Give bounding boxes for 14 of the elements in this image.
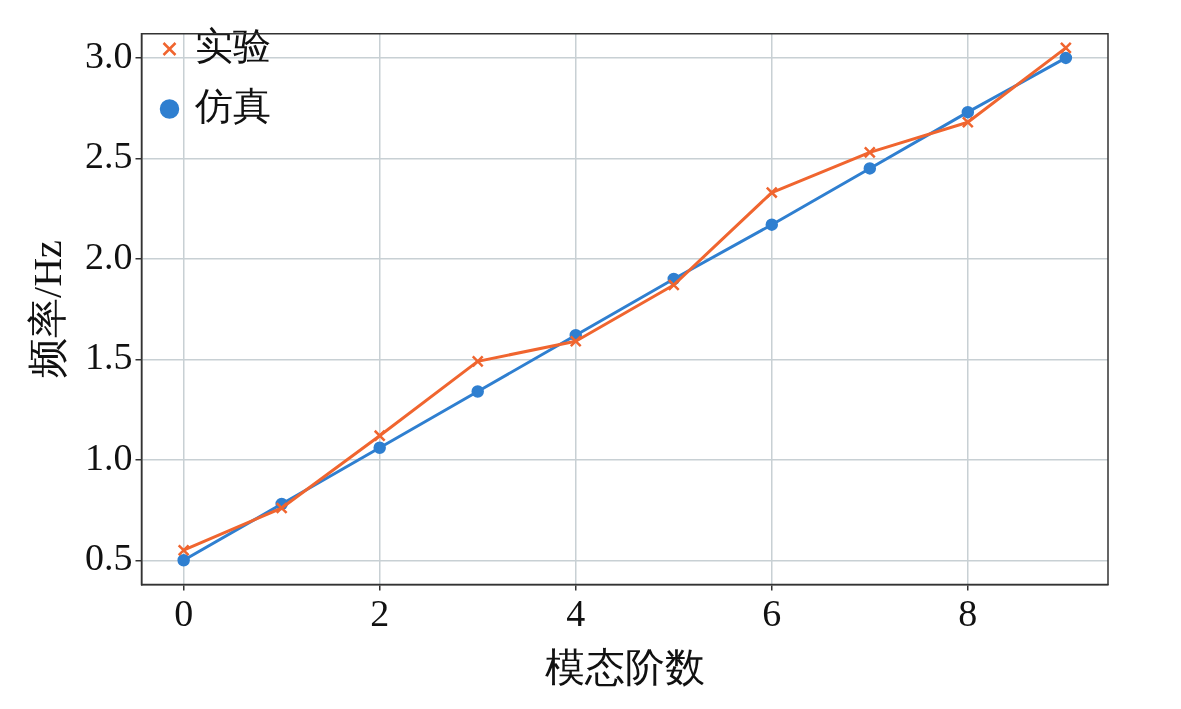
y-tick-label: 2.5 xyxy=(85,134,133,177)
x-tick-label: 6 xyxy=(762,592,782,635)
y-axis-title: 频率/Hz xyxy=(24,240,70,378)
legend-label: 仿真 xyxy=(193,84,271,127)
y-tick-label: 2.0 xyxy=(85,234,133,277)
x-tick-label: 8 xyxy=(958,592,978,635)
x-tick-label: 0 xyxy=(174,592,194,635)
x-tick-label: 2 xyxy=(370,592,390,635)
y-tick-label: 3.0 xyxy=(85,33,133,76)
y-tick-label: 0.5 xyxy=(85,536,133,579)
x-axis-title: 模态阶数 xyxy=(544,644,705,690)
y-tick-label: 1.5 xyxy=(85,335,133,378)
x-tick-label: 4 xyxy=(566,592,586,635)
y-tick-label: 1.0 xyxy=(85,435,133,478)
